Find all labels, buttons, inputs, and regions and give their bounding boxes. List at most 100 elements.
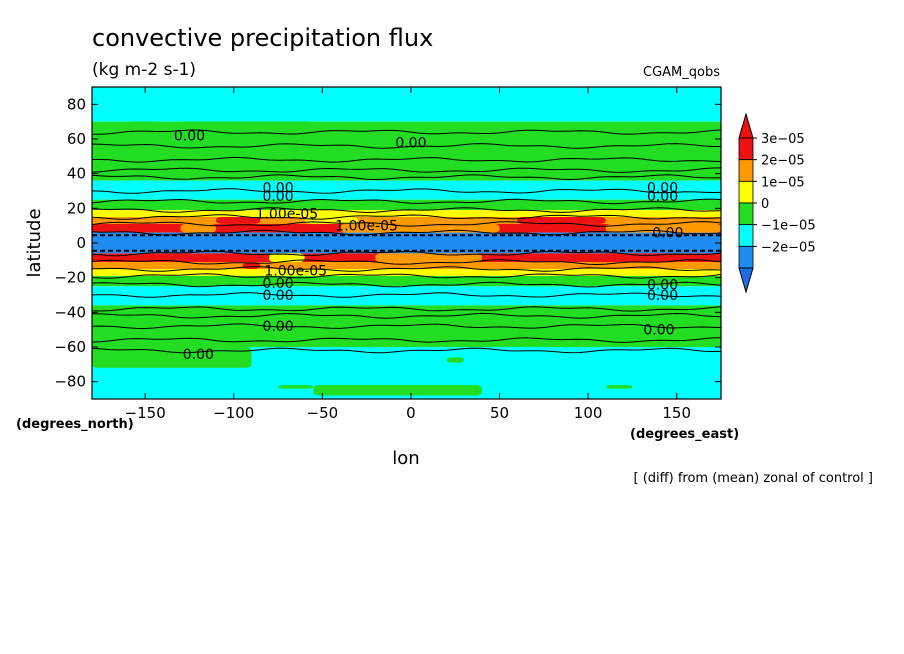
colorbar-label: 3e−05 [761, 132, 805, 147]
contour-labels: 0.00 0.000.000.000.000.001.00e-051.00e-05… [174, 129, 684, 363]
colorbar-under-arrow [738, 267, 754, 294]
colorbar-swatch [738, 245, 754, 269]
contour-line [92, 306, 721, 312]
contour-lines [92, 129, 721, 354]
contour-label: 0.00 [262, 276, 293, 292]
contour-label: 1.00e-05 [264, 264, 327, 280]
contour-label: 0.00 [183, 347, 214, 363]
contour-patch [605, 223, 721, 233]
y-tick-label: −60 [54, 338, 86, 356]
footnote: [ (diff) from (mean) zonal of control ] [634, 471, 873, 486]
zonal-band [92, 87, 721, 122]
contour-patch [517, 217, 606, 224]
y-tick-label: 60 [67, 130, 86, 148]
contour-line [92, 259, 721, 266]
contour-label: 0.00 [643, 323, 674, 339]
contour-label: 0.00 [174, 129, 205, 145]
y-axis: −80 −60 −40 −20 0 20 40 60 80 [54, 95, 721, 391]
colorbar-label: 1e−05 [761, 175, 805, 190]
contour-label: 0.00 [262, 189, 293, 205]
y-tick-label: −80 [54, 373, 86, 391]
x-unit-label: (degrees_east) [630, 427, 739, 442]
contour-line [92, 221, 721, 227]
contour-patch [446, 357, 465, 363]
chart-title: convective precipitation flux [92, 24, 433, 52]
contour-patch [605, 385, 633, 389]
contour-patch [180, 121, 314, 136]
x-axis: −150 −100 −50 0 50 100 150 [125, 87, 691, 422]
y-tick-label: 20 [67, 199, 86, 217]
x-tick-label: −150 [125, 404, 166, 422]
contour-line [92, 214, 721, 220]
contour-patch [216, 217, 261, 224]
colorbar-legend: −2e−05 −1e−05 0 1e−05 2e−05 3e−05 [738, 112, 816, 294]
x-tick-label: 50 [490, 404, 509, 422]
zonal-band [92, 286, 721, 306]
contour-line [92, 250, 721, 257]
colorbar-label: −2e−05 [761, 240, 816, 255]
zonal-band [92, 217, 721, 224]
y-unit-label: (degrees_north) [16, 417, 134, 432]
x-tick-label: 150 [662, 404, 691, 422]
contour-patch [198, 253, 243, 263]
x-tick-label: −50 [307, 404, 339, 422]
chart-subtitle: (kg m-2 s-1) [92, 60, 196, 80]
zonal-band [92, 275, 721, 287]
contour-patch [180, 223, 217, 233]
colorbar-label: 2e−05 [761, 154, 805, 169]
contour-patch [313, 385, 482, 396]
contour-line [92, 188, 721, 194]
x-tick-label: −100 [213, 404, 254, 422]
dataset-label: CGAM_qobs [643, 65, 720, 80]
contour-label: 0.00 [395, 135, 426, 151]
contour-patch [198, 347, 252, 358]
colorbar-label: 0 [761, 197, 769, 212]
zonal-band [92, 269, 721, 276]
contour-label: 0.00 [262, 181, 293, 197]
contour-line [92, 347, 721, 354]
contour-line [92, 312, 721, 319]
colorbar-swatch [738, 137, 754, 161]
contour-line [92, 198, 721, 205]
contour-patch [375, 253, 482, 263]
contour-line [92, 229, 721, 236]
y-tick-label: 80 [67, 95, 86, 113]
contour-label: 0.00 [647, 181, 678, 197]
contour-line [92, 292, 721, 298]
contour-label: 1.00e-05 [335, 219, 398, 235]
contour-line [92, 143, 721, 149]
contour-line [92, 281, 721, 288]
contour-label: 0.00 [647, 288, 678, 304]
plot-area: 0.00 0.000.000.000.000.001.00e-051.00e-05… [91, 86, 722, 400]
y-tick-label: −40 [54, 303, 86, 321]
zonal-band [92, 262, 721, 269]
contour-line [92, 156, 721, 163]
contour-label: 1.00e-05 [256, 207, 319, 223]
contour-label: 0.00 [262, 288, 293, 304]
contour-line [92, 167, 721, 173]
x-axis-label: lon [392, 448, 419, 469]
filled-contours [92, 87, 721, 399]
colorbar-label: −1e−05 [761, 219, 816, 234]
contour-label: 0.00 [647, 189, 678, 205]
colorbar-swatch [738, 202, 754, 226]
contour-label: 0.00 [262, 319, 293, 335]
contour-line [92, 129, 721, 135]
contour-label: 0.00 [652, 226, 683, 242]
contour-line [92, 337, 721, 343]
contour-line [92, 323, 721, 330]
colorbar-over-arrow [738, 112, 754, 139]
contour-patch [127, 121, 163, 133]
y-tick-label: 40 [67, 165, 86, 183]
contour-line [92, 273, 721, 279]
zonal-band [92, 210, 721, 217]
y-tick-label: 0 [76, 234, 86, 252]
contour-line [92, 174, 721, 181]
y-axis-label: latitude [24, 208, 45, 277]
contour-label: 0.00 [647, 278, 678, 294]
x-tick-label: 0 [406, 404, 416, 422]
colorbar-swatch [738, 159, 754, 182]
contour-line [92, 266, 721, 272]
contour-patch [278, 385, 314, 389]
